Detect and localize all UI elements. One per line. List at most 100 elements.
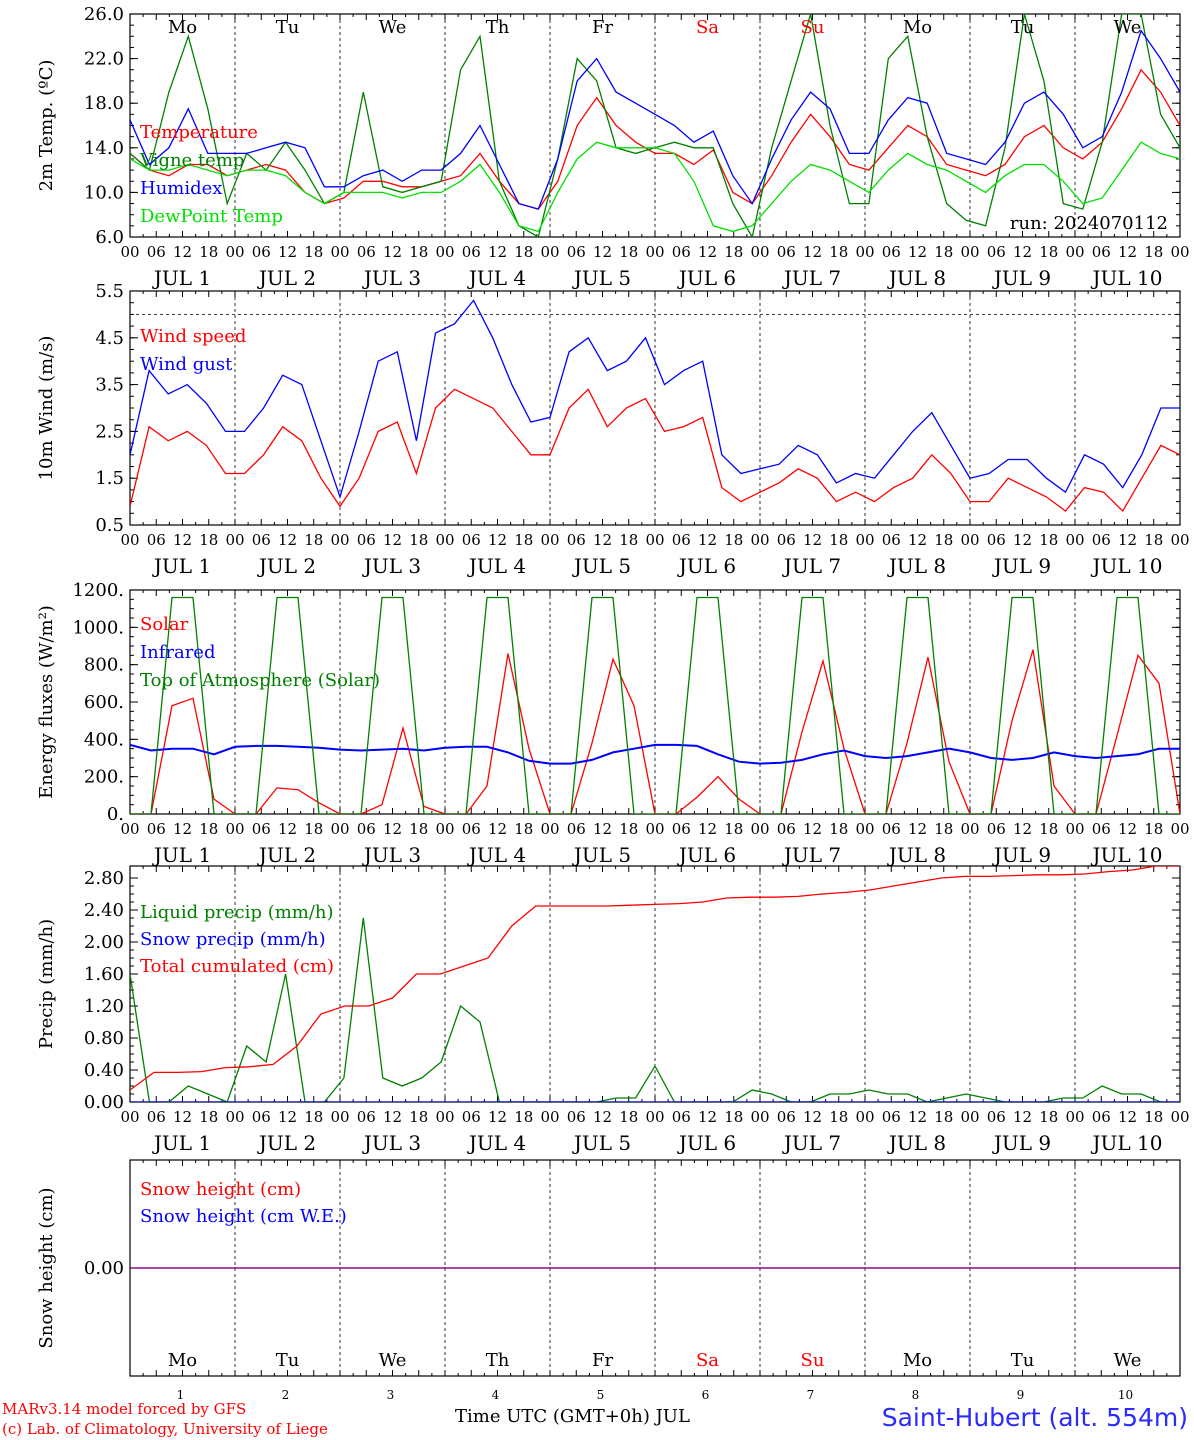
hour-label: 00 bbox=[540, 820, 559, 838]
day-of-week-label: Sa bbox=[696, 1350, 719, 1371]
hour-label: 12 bbox=[488, 243, 507, 261]
hour-label: 00 bbox=[1170, 1108, 1189, 1126]
hour-label: 00 bbox=[435, 531, 454, 549]
hour-label: 12 bbox=[908, 820, 927, 838]
y-tick-label: 5.5 bbox=[95, 281, 124, 302]
hour-label: 18 bbox=[1144, 1108, 1163, 1126]
hour-label: 06 bbox=[1092, 820, 1111, 838]
hour-label: 12 bbox=[803, 243, 822, 261]
hour-label: 12 bbox=[803, 531, 822, 549]
day-of-week-label: Sa bbox=[696, 17, 719, 38]
hour-label: 06 bbox=[777, 531, 796, 549]
panel-energy: 0. 200. 400. 600. 800. 1000. 1200. Energy fluxe… bbox=[36, 580, 1190, 867]
y-axis-label: 10m Wind (m/s) bbox=[36, 336, 57, 481]
day-of-week-label: Tu bbox=[1011, 1350, 1035, 1371]
legend-entry: Temperature bbox=[140, 122, 258, 143]
y-tick-label: 26.0 bbox=[84, 4, 124, 25]
day-of-week-label: Mo bbox=[168, 1350, 197, 1371]
legend-entry: Vigne temp bbox=[139, 150, 244, 171]
hour-label: 12 bbox=[278, 531, 297, 549]
hour-label: 12 bbox=[383, 243, 402, 261]
day-number-label: 4 bbox=[492, 1388, 500, 1400]
hour-label: 18 bbox=[409, 531, 428, 549]
day-number-label: 2 bbox=[282, 1388, 290, 1400]
day-number-label: 9 bbox=[1017, 1388, 1025, 1400]
hour-label: 06 bbox=[357, 531, 376, 549]
hour-label: 06 bbox=[357, 1108, 376, 1126]
hour-label: 00 bbox=[330, 1108, 349, 1126]
hour-label: 06 bbox=[567, 820, 586, 838]
date-label: JUL 1 bbox=[152, 266, 211, 290]
date-label: JUL 3 bbox=[362, 554, 421, 578]
hour-label: 18 bbox=[829, 820, 848, 838]
hour-label: 00 bbox=[225, 820, 244, 838]
legend-entry: Wind speed bbox=[140, 326, 246, 347]
hour-label: 00 bbox=[645, 820, 664, 838]
day-of-week-label: Tu bbox=[276, 1350, 300, 1371]
hour-label: 12 bbox=[1118, 820, 1137, 838]
hour-label: 06 bbox=[672, 820, 691, 838]
day-of-week-label: Tu bbox=[1011, 17, 1035, 38]
y-tick-label: 4.5 bbox=[95, 328, 124, 349]
hour-label: 12 bbox=[488, 820, 507, 838]
date-label: JUL 4 bbox=[467, 1131, 526, 1155]
hour-label: 12 bbox=[698, 1108, 717, 1126]
panel-frame bbox=[129, 589, 1181, 815]
hour-label: 00 bbox=[1170, 820, 1189, 838]
time-axis-label: Time UTC (GMT+0h) JUL bbox=[455, 1406, 690, 1427]
date-label: JUL 9 bbox=[992, 1131, 1051, 1155]
day-number-label: 7 bbox=[807, 1388, 815, 1400]
hour-label: 18 bbox=[1144, 820, 1163, 838]
hour-label: 18 bbox=[304, 820, 323, 838]
hour-label: 06 bbox=[462, 243, 481, 261]
y-tick-label: 800. bbox=[84, 655, 124, 676]
hour-label: 06 bbox=[672, 531, 691, 549]
day-of-week-label: We bbox=[1114, 1350, 1142, 1371]
day-of-week-label: Mo bbox=[903, 1350, 932, 1371]
date-label: JUL 1 bbox=[152, 1131, 211, 1155]
hour-label: 06 bbox=[567, 531, 586, 549]
day-of-week-label: Th bbox=[486, 1350, 510, 1371]
date-label: JUL 6 bbox=[677, 554, 736, 578]
hour-label: 06 bbox=[147, 1108, 166, 1126]
hour-label: 18 bbox=[934, 531, 953, 549]
station-name: Saint-Hubert (alt. 554m) bbox=[881, 1403, 1188, 1432]
hour-label: 12 bbox=[593, 820, 612, 838]
model-credit: MARv3.14 model forced by GFS bbox=[2, 1400, 247, 1418]
day-of-week-label: We bbox=[379, 1350, 407, 1371]
date-label: JUL 8 bbox=[887, 266, 946, 290]
y-tick-label: 2.00 bbox=[84, 932, 124, 953]
hour-label: 12 bbox=[383, 531, 402, 549]
hour-label: 12 bbox=[908, 531, 927, 549]
hour-label: 06 bbox=[252, 820, 271, 838]
hour-label: 18 bbox=[1039, 243, 1058, 261]
hour-label: 18 bbox=[934, 1108, 953, 1126]
series-line-lightgreen bbox=[130, 141, 1180, 233]
y-tick-label: 1.20 bbox=[84, 996, 124, 1017]
hour-label: 18 bbox=[619, 531, 638, 549]
date-label: JUL 4 bbox=[467, 843, 526, 867]
hour-label: 18 bbox=[1039, 820, 1058, 838]
y-tick-label: 2.40 bbox=[84, 900, 124, 921]
day-of-week-label: Th bbox=[486, 17, 510, 38]
hour-label: 06 bbox=[882, 1108, 901, 1126]
hour-label: 06 bbox=[987, 1108, 1006, 1126]
hour-label: 00 bbox=[330, 243, 349, 261]
hour-label: 12 bbox=[698, 531, 717, 549]
hour-label: 06 bbox=[462, 531, 481, 549]
hour-label: 18 bbox=[724, 820, 743, 838]
day-of-week-label: Su bbox=[801, 1350, 825, 1371]
hour-label: 18 bbox=[1144, 531, 1163, 549]
hour-label: 00 bbox=[330, 820, 349, 838]
series-line-red bbox=[130, 866, 1180, 1091]
hour-label: 06 bbox=[147, 243, 166, 261]
hour-label: 12 bbox=[908, 1108, 927, 1126]
date-label: JUL 9 bbox=[992, 843, 1051, 867]
panel-temperature: 6.0 10.0 14.0 18.0 22.0 26.0 2m Temp. (ºC) Temp… bbox=[36, 4, 1190, 290]
date-label: JUL 7 bbox=[782, 843, 841, 867]
hour-label: 00 bbox=[120, 1108, 139, 1126]
hour-label: 00 bbox=[855, 531, 874, 549]
hour-label: 18 bbox=[619, 820, 638, 838]
hour-label: 06 bbox=[882, 820, 901, 838]
hour-label: 12 bbox=[803, 1108, 822, 1126]
